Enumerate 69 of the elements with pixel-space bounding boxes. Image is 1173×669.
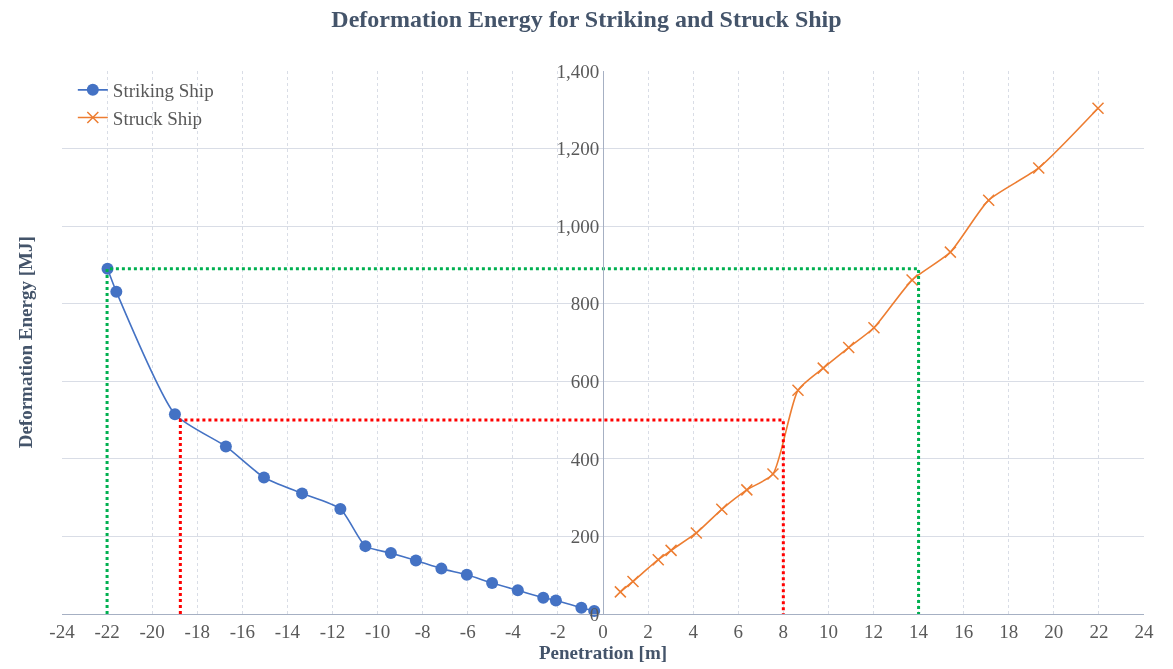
point — [944, 245, 957, 259]
x-tick-label: 14 — [909, 620, 929, 642]
point — [715, 503, 729, 516]
x-tick-label: 10 — [818, 620, 838, 642]
point — [614, 585, 627, 599]
x-tick-label: 6 — [733, 620, 743, 642]
point — [486, 576, 499, 589]
point — [766, 467, 780, 481]
x-tick-label: -12 — [319, 620, 346, 642]
x-tick-label: 24 — [1134, 620, 1154, 642]
x-tick-label: -4 — [504, 620, 522, 642]
x-axis-title: Penetration [m] — [538, 641, 668, 663]
x-tick-label: 18 — [999, 620, 1019, 642]
point — [905, 273, 919, 287]
point — [740, 483, 754, 497]
y-tick-label: 200 — [570, 526, 600, 548]
x-tick-label: 12 — [864, 620, 883, 642]
point — [110, 285, 123, 298]
point — [409, 554, 422, 567]
x-tick-label: -24 — [49, 620, 76, 642]
y-tick-label: 1,200 — [556, 138, 600, 160]
x-tick-label: 16 — [954, 620, 974, 642]
y-tick-label: 800 — [570, 293, 600, 315]
point — [816, 361, 830, 375]
y-tick-label: 600 — [570, 370, 600, 392]
x-tick-label: -8 — [414, 620, 431, 642]
chart-title: Deformation Energy for Striking and Struck Ship — [331, 5, 842, 32]
point — [435, 562, 448, 575]
x-tick-label: 20 — [1044, 620, 1064, 642]
x-tick-label: 4 — [688, 620, 699, 642]
x-tick-label: 2 — [643, 620, 653, 642]
point — [867, 321, 881, 335]
x-tick-label: 8 — [778, 620, 789, 642]
point — [842, 341, 855, 354]
x-tick-label: -18 — [184, 620, 210, 642]
point — [651, 553, 665, 566]
point — [511, 584, 524, 597]
point — [549, 594, 562, 607]
point — [537, 591, 550, 604]
point — [690, 526, 703, 540]
point — [384, 547, 397, 560]
point — [359, 540, 372, 553]
legend-label: Striking Ship — [112, 80, 214, 102]
point — [334, 502, 347, 515]
x-tick-label: -16 — [229, 620, 255, 642]
point — [982, 193, 995, 207]
y-axis-title: Deformation Energy [MJ] — [15, 236, 37, 449]
y-tick-label: 1,000 — [556, 215, 600, 237]
point — [575, 601, 588, 614]
point — [1091, 101, 1105, 115]
point — [219, 440, 232, 453]
point — [296, 487, 309, 500]
y-tick-label: 1,400 — [556, 60, 600, 82]
y-tick-label: 400 — [570, 448, 600, 470]
point — [460, 568, 473, 581]
legend-label: Struck Ship — [112, 107, 203, 129]
point — [791, 383, 805, 397]
x-tick-label: -10 — [364, 620, 391, 642]
point — [664, 544, 678, 557]
point — [1032, 161, 1045, 175]
x-tick-label: -2 — [550, 620, 566, 642]
point — [257, 471, 270, 484]
x-tick-label: -20 — [139, 620, 165, 642]
x-tick-label: -14 — [274, 620, 301, 642]
x-tick-label: 22 — [1089, 620, 1109, 642]
x-tick-label: -22 — [94, 620, 120, 642]
point — [626, 575, 640, 588]
point — [168, 408, 181, 421]
x-tick-label: -6 — [459, 620, 476, 642]
